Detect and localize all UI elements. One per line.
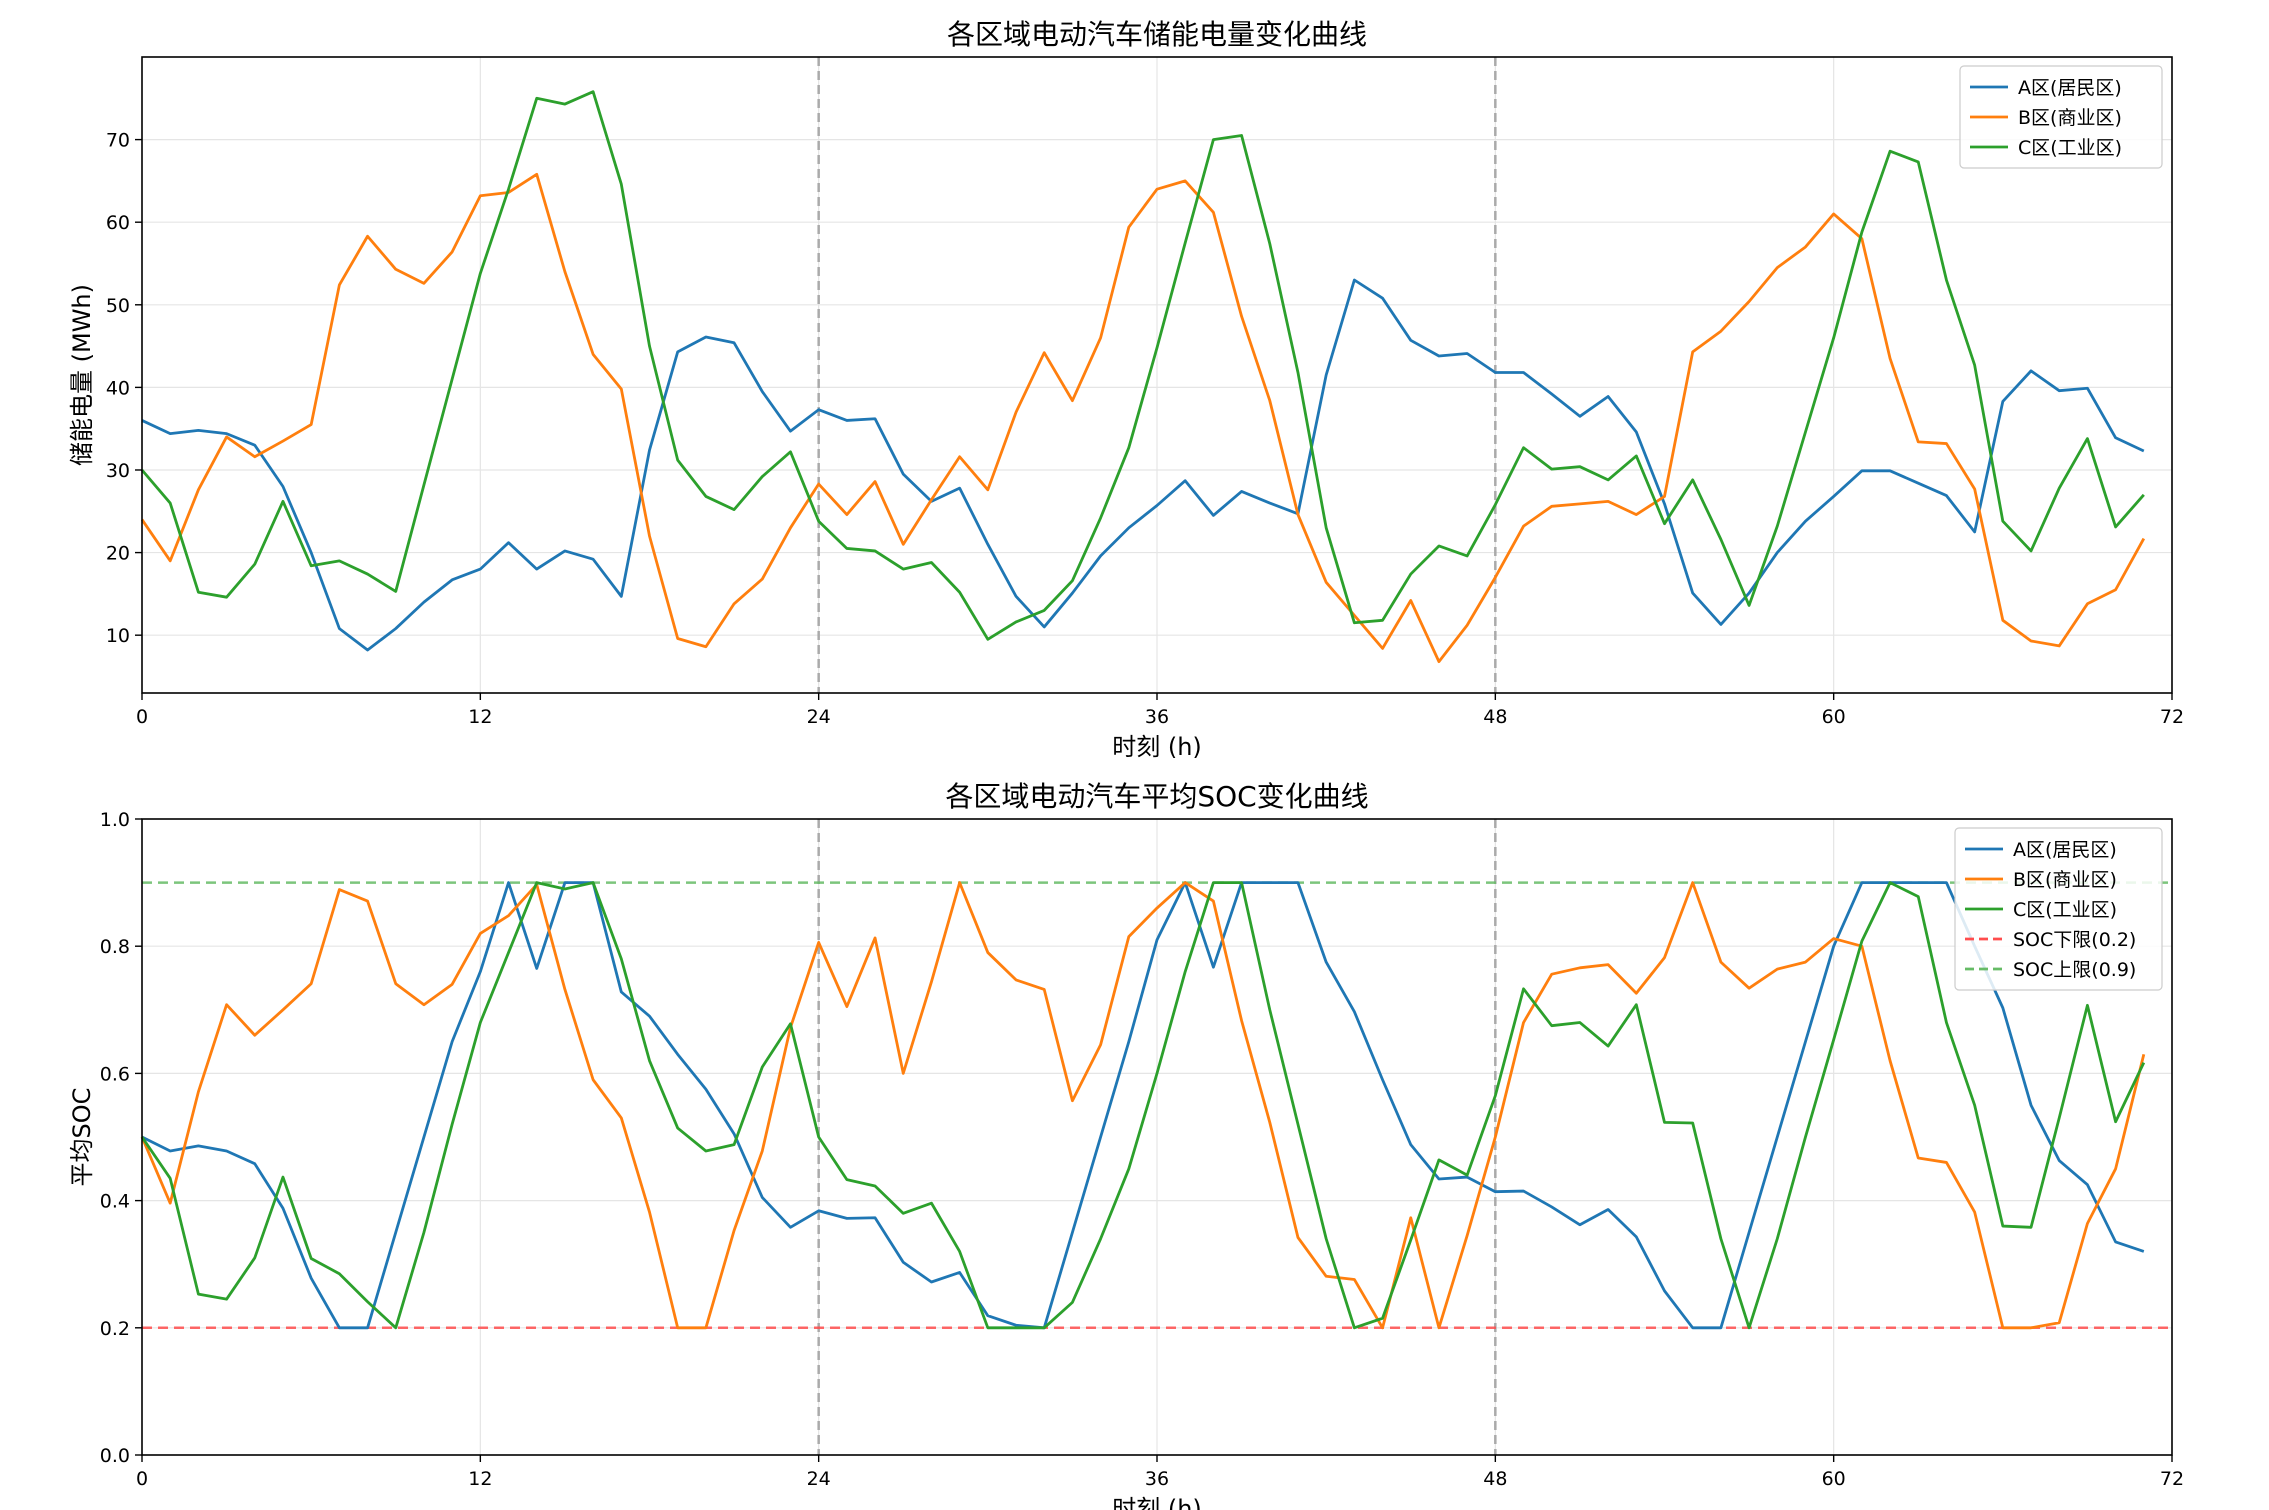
- legend: A区(居民区) B区(商业区) C区(工业区): [1959, 65, 2163, 169]
- x-tick-label: 0: [136, 1468, 148, 1490]
- legend-label: C区(工业区): [2013, 899, 2117, 921]
- y-tick-label: 0.2: [100, 1318, 130, 1340]
- x-tick-label: 12: [468, 706, 492, 728]
- x-tick-label: 48: [1483, 706, 1507, 728]
- y-axis-label: 储能电量 (MWh): [68, 284, 96, 466]
- x-tick-label: 12: [468, 1468, 492, 1490]
- y-tick-label: 0.8: [100, 936, 130, 958]
- chart-title: 各区域电动汽车平均SOC变化曲线: [945, 780, 1368, 813]
- y-tick-label: 0.4: [100, 1191, 130, 1213]
- series-line: [140, 881, 2146, 1330]
- y-tick-label: 30: [106, 460, 130, 482]
- x-tick-label: 72: [2160, 1468, 2184, 1490]
- y-tick-label: 0.0: [100, 1445, 130, 1467]
- legend-label: A区(居民区): [2018, 77, 2122, 99]
- x-tick-label: 72: [2160, 706, 2184, 728]
- y-tick-label: 0.6: [100, 1063, 130, 1085]
- soc-chart: 0 12 24 36 48 60 72 0.0 0.2 0.4 0.6 0.8 1.0 各区域电动汽车平均…: [68, 780, 2184, 1510]
- y-tick-label: 70: [106, 130, 130, 152]
- series-line: [140, 881, 2146, 1330]
- x-tick-label: 24: [807, 706, 831, 728]
- legend-label: A区(居民区): [2013, 839, 2117, 861]
- x-tick-label: 48: [1483, 1468, 1507, 1490]
- x-tick-label: 60: [1822, 1468, 1846, 1490]
- y-tick-label: 20: [106, 543, 130, 565]
- legend-box: [1959, 65, 2163, 169]
- x-tick-label: 36: [1145, 706, 1169, 728]
- y-axis-label: 平均SOC: [68, 1088, 96, 1187]
- legend-box: [1954, 827, 2163, 991]
- x-tick-label: 60: [1822, 706, 1846, 728]
- y-tick-label: 60: [106, 212, 130, 234]
- legend-label: B区(商业区): [2018, 107, 2122, 129]
- y-tick-label: 40: [106, 377, 130, 399]
- legend-label: SOC上限(0.9): [2013, 959, 2136, 981]
- x-tick-label: 36: [1145, 1468, 1169, 1490]
- storage-chart: 0 12 24 36 48 60 72 10 20 30 40 50 60 70 各区域电动汽车储能电量变化…: [68, 18, 2184, 761]
- series-line: [140, 172, 2146, 664]
- series-line: [140, 90, 2145, 641]
- legend: A区(居民区) B区(商业区) C区(工业区) SOC下限(0.2) SOC上限(0.9…: [1954, 827, 2163, 991]
- y-tick-label: 50: [106, 295, 130, 317]
- x-axis-label: 时刻 (h): [1112, 733, 1202, 761]
- series-line: [141, 278, 2145, 652]
- chart-title: 各区域电动汽车储能电量变化曲线: [947, 18, 1367, 51]
- y-tick-label: 1.0: [100, 809, 130, 831]
- x-tick-label: 24: [807, 1468, 831, 1490]
- legend-label: SOC下限(0.2): [2013, 929, 2136, 951]
- x-axis-label: 时刻 (h): [1112, 1495, 1202, 1510]
- x-tick-label: 0: [136, 706, 148, 728]
- series-line: [141, 881, 2145, 1330]
- legend-label: C区(工业区): [2018, 137, 2122, 159]
- y-tick-label: 10: [106, 625, 130, 647]
- legend-label: B区(商业区): [2013, 869, 2117, 891]
